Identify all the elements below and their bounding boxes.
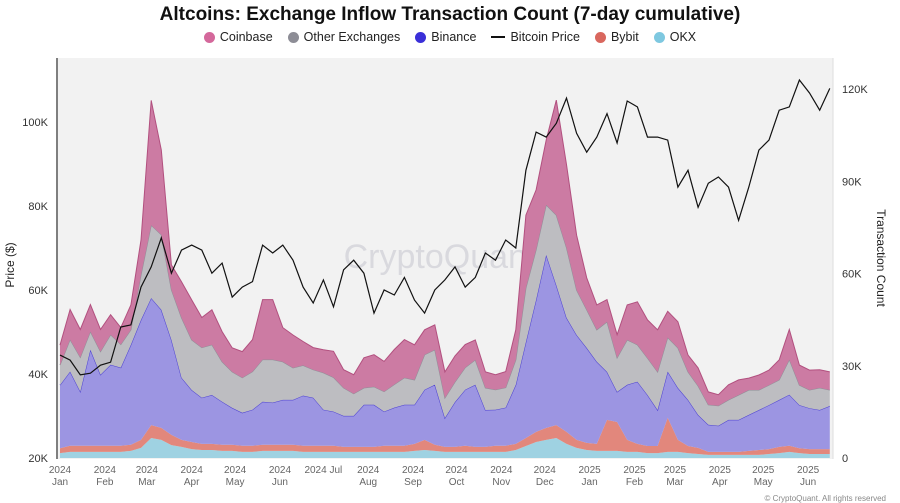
- x-tick-year: 2024: [224, 465, 247, 476]
- legend-label: OKX: [669, 30, 697, 44]
- x-tick-month: Jan: [52, 477, 68, 488]
- x-tick-month: Apr: [712, 477, 728, 488]
- area-binance: [60, 255, 830, 452]
- area-other-exchanges: [60, 204, 830, 426]
- x-tick-year: 2024: [49, 465, 72, 476]
- x-tick-year: 2024: [534, 465, 557, 476]
- legend-item-binance[interactable]: Binance: [415, 30, 476, 44]
- dot-swatch-icon: [203, 31, 215, 43]
- dot-swatch-icon: [415, 31, 427, 43]
- left-tick-label: 40K: [28, 369, 48, 381]
- right-tick-label: 120K: [842, 84, 868, 96]
- dot-swatch-icon: [594, 31, 606, 43]
- left-tick-label: 80K: [28, 201, 48, 213]
- area-okx: [60, 438, 830, 458]
- right-tick-label: 30K: [842, 361, 862, 373]
- left-tick-label: 60K: [28, 285, 48, 297]
- x-tick-year: 2024: [357, 465, 380, 476]
- x-tick-year: 2024: [445, 465, 468, 476]
- dot-swatch-icon: [653, 31, 665, 43]
- legend-label: Other Exchanges: [303, 30, 401, 44]
- dot-swatch-icon: [287, 31, 299, 43]
- x-tick-year: 2024: [402, 465, 425, 476]
- x-tick-month: Aug: [359, 477, 377, 488]
- x-tick-month: Apr: [184, 477, 200, 488]
- left-tick-label: 100K: [22, 117, 48, 129]
- x-tick-month: May: [754, 477, 773, 488]
- x-tick-month: Oct: [449, 477, 465, 488]
- line-swatch-icon: [491, 36, 506, 38]
- right-axis-label: Transaction Count: [874, 209, 888, 307]
- x-tick-year: 2025: [752, 465, 775, 476]
- x-tick-year: 2024: [94, 465, 117, 476]
- right-tick-label: 60K: [842, 269, 862, 281]
- x-tick-year: 2024: [181, 465, 204, 476]
- watermark: CryptoQuant: [344, 238, 537, 276]
- x-tick-month: May: [226, 477, 245, 488]
- right-tick-label: 90K: [842, 176, 862, 188]
- x-tick-month: Mar: [138, 477, 156, 488]
- x-tick-year: 2024 Jul: [304, 465, 342, 476]
- area-coinbase: [60, 100, 830, 406]
- legend-item-coinbase[interactable]: Coinbase: [203, 30, 273, 44]
- bitcoin-price-line: [59, 78, 831, 376]
- x-tick-year: 2024: [269, 465, 292, 476]
- right-tick-label: 0: [842, 453, 848, 465]
- area-bybit: [60, 417, 830, 455]
- x-tick-month: Mar: [666, 477, 684, 488]
- legend: Coinbase Other Exchanges Binance Bitcoin Pr…: [0, 30, 900, 44]
- x-tick-year: 2025: [664, 465, 687, 476]
- x-tick-year: 2024: [490, 465, 513, 476]
- x-tick-month: Jan: [582, 477, 598, 488]
- left-axis-label: Price ($): [3, 242, 17, 287]
- x-tick-month: Jun: [800, 477, 816, 488]
- chart-title: Altcoins: Exchange Inflow Transaction Co…: [159, 4, 741, 25]
- x-tick-month: Feb: [626, 477, 644, 488]
- area-edge-coinbase: [59, 99, 830, 396]
- legend-label: Coinbase: [219, 30, 273, 44]
- legend-item-bitcoin-price[interactable]: Bitcoin Price: [491, 30, 580, 44]
- legend-label: Bybit: [610, 30, 639, 44]
- legend-item-okx[interactable]: OKX: [653, 30, 697, 44]
- x-tick-month: Jun: [272, 477, 288, 488]
- x-tick-year: 2024: [136, 465, 159, 476]
- x-tick-month: Sep: [404, 477, 422, 488]
- x-tick-month: Dec: [536, 477, 554, 488]
- x-tick-month: Nov: [492, 477, 510, 488]
- x-tick-year: 2025: [578, 465, 601, 476]
- legend-item-bybit[interactable]: Bybit: [594, 30, 639, 44]
- legend-label: Bitcoin Price: [510, 30, 580, 44]
- legend-label: Binance: [431, 30, 477, 44]
- x-tick-month: Feb: [96, 477, 114, 488]
- x-tick-year: 2025: [709, 465, 732, 476]
- legend-item-other-exchanges[interactable]: Other Exchanges: [287, 30, 401, 44]
- copyright: © CryptoQuant. All rights reserved: [764, 494, 887, 503]
- x-tick-year: 2025: [623, 465, 646, 476]
- left-tick-label: 20K: [28, 453, 48, 465]
- x-tick-year: 2025: [797, 465, 820, 476]
